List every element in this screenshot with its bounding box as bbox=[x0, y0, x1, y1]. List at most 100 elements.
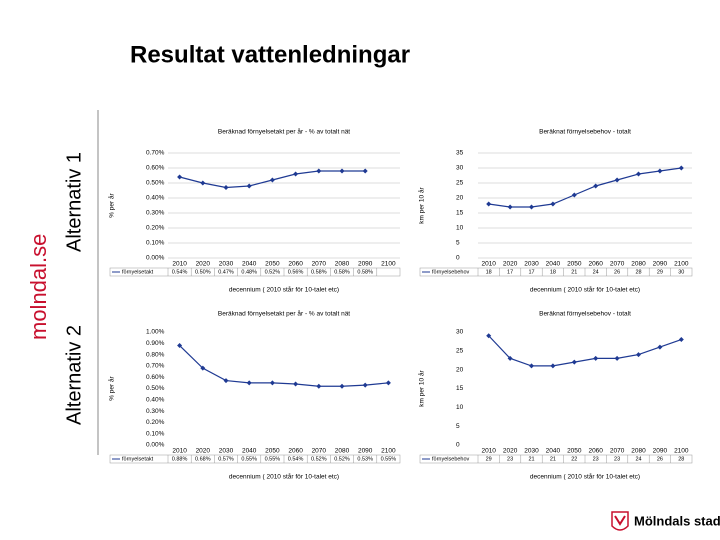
chart: Beräknad förnyelsetakt per år - % av tot… bbox=[108, 310, 401, 481]
y-tick-label: 0.10% bbox=[146, 430, 165, 437]
x-tick-label: 2050 bbox=[265, 261, 280, 268]
chart: Beräknat förnyelsebehov - totalt km per 1… bbox=[418, 129, 693, 294]
y-tick-label: 15 bbox=[456, 385, 464, 392]
table-value: 28 bbox=[678, 456, 684, 462]
y-tick-label: 0.90% bbox=[146, 340, 165, 347]
data-point bbox=[678, 337, 684, 343]
data-point bbox=[385, 380, 391, 386]
y-tick-label: 0.70% bbox=[146, 363, 165, 370]
y-tick-label: 0 bbox=[456, 255, 460, 262]
y-tick-label: 30 bbox=[456, 329, 464, 336]
x-tick-label: 2020 bbox=[503, 448, 518, 455]
alternative-label: Alternativ 2 bbox=[63, 325, 85, 425]
x-tick-label: 2060 bbox=[588, 261, 603, 268]
table-value: 0.52% bbox=[265, 269, 281, 275]
data-point bbox=[593, 355, 599, 361]
table-value: 0.52% bbox=[311, 456, 327, 462]
table-value: 26 bbox=[657, 456, 663, 462]
data-point bbox=[177, 174, 183, 180]
data-point bbox=[507, 355, 513, 361]
table-value: 18 bbox=[486, 269, 492, 275]
y-tick-label: 0.60% bbox=[146, 374, 165, 381]
table-value: 23 bbox=[593, 456, 599, 462]
y-tick-label: 1.00% bbox=[146, 329, 165, 336]
table-value: 0.58% bbox=[357, 269, 373, 275]
table-value: 0.57% bbox=[218, 456, 234, 462]
y-axis-label: km per 10 år bbox=[418, 369, 426, 406]
y-tick-label: 0.70% bbox=[146, 150, 165, 157]
y-tick-label: 0 bbox=[456, 442, 460, 449]
table-value: 28 bbox=[635, 269, 641, 275]
data-point bbox=[550, 363, 556, 369]
table-value: 21 bbox=[550, 456, 556, 462]
x-tick-label: 2070 bbox=[610, 261, 625, 268]
table-frame bbox=[419, 454, 693, 464]
chart-title: Beräknad förnyelsetakt per år - % av tot… bbox=[218, 128, 350, 136]
table-value: 0.56% bbox=[288, 269, 304, 275]
data-point bbox=[636, 352, 641, 358]
table-value: 0.55% bbox=[381, 456, 397, 462]
x-tick-label: 2090 bbox=[653, 448, 668, 455]
y-tick-label: 0.50% bbox=[146, 385, 165, 392]
x-tick-label: 2010 bbox=[172, 261, 187, 268]
x-tick-label: 2040 bbox=[242, 261, 257, 268]
x-tick-label: 2100 bbox=[674, 448, 689, 455]
table-value: 21 bbox=[571, 269, 577, 275]
logo-text: Mölndals stad bbox=[634, 513, 720, 528]
site-name: molndal.se bbox=[26, 234, 51, 340]
table-value: 0.54% bbox=[288, 456, 304, 462]
y-tick-label: 35 bbox=[456, 150, 464, 157]
x-tick-label: 2090 bbox=[358, 261, 373, 268]
y-tick-label: 0.30% bbox=[146, 408, 165, 415]
table-value: 22 bbox=[571, 456, 577, 462]
alternative-label: Alternativ 1 bbox=[63, 152, 85, 252]
chart-title: Beräknat förnyelsebehov - totalt bbox=[539, 311, 631, 318]
data-point bbox=[223, 185, 229, 190]
y-tick-label: 0.80% bbox=[146, 351, 165, 358]
x-tick-label: 2040 bbox=[546, 448, 561, 455]
data-point bbox=[529, 204, 534, 210]
y-tick-label: 5 bbox=[456, 240, 460, 247]
x-tick-label: 2060 bbox=[288, 261, 303, 268]
x-tick-label: 2010 bbox=[481, 261, 496, 268]
x-tick-label: 2100 bbox=[674, 261, 689, 268]
chart: Beräknad förnyelsetakt per år - % av tot… bbox=[108, 128, 401, 294]
chart: Beräknat förnyelsebehov - totalt km per 1… bbox=[418, 311, 693, 481]
data-point bbox=[316, 383, 322, 389]
series-line bbox=[488, 335, 682, 367]
table-value: 21 bbox=[528, 456, 534, 462]
x-tick-label: 2080 bbox=[631, 448, 646, 455]
data-point bbox=[177, 343, 183, 349]
x-tick-label: 2050 bbox=[265, 448, 280, 455]
table-value: 0.55% bbox=[265, 456, 281, 462]
table-value: 0.53% bbox=[357, 456, 373, 462]
data-point bbox=[316, 168, 322, 174]
x-tick-label: 2050 bbox=[567, 448, 582, 455]
table-frame bbox=[109, 454, 401, 464]
x-tick-label: 2090 bbox=[358, 448, 373, 455]
table-value: 23 bbox=[507, 456, 513, 462]
data-point bbox=[550, 201, 556, 207]
data-point bbox=[246, 183, 252, 189]
table-value: 0.55% bbox=[241, 456, 257, 462]
data-point bbox=[657, 168, 663, 174]
x-tick-label: 2080 bbox=[335, 448, 350, 455]
data-point bbox=[293, 381, 299, 387]
series-line bbox=[179, 345, 389, 387]
data-point bbox=[362, 168, 368, 174]
y-tick-label: 25 bbox=[456, 180, 464, 187]
data-point bbox=[223, 378, 229, 384]
table-value: 17 bbox=[528, 269, 534, 275]
y-tick-label: 0.60% bbox=[146, 165, 165, 172]
data-point bbox=[486, 333, 492, 339]
x-tick-label: 2010 bbox=[172, 448, 187, 455]
x-axis-label: decennium ( 2010 står för 10-talet etc) bbox=[530, 473, 640, 481]
table-frame bbox=[419, 267, 693, 277]
table-value: 0.88% bbox=[172, 456, 188, 462]
table-value: 29 bbox=[486, 456, 492, 462]
data-point bbox=[571, 192, 577, 198]
y-tick-label: 0.40% bbox=[146, 195, 165, 202]
table-value: 0.52% bbox=[334, 456, 350, 462]
data-point bbox=[614, 177, 620, 183]
